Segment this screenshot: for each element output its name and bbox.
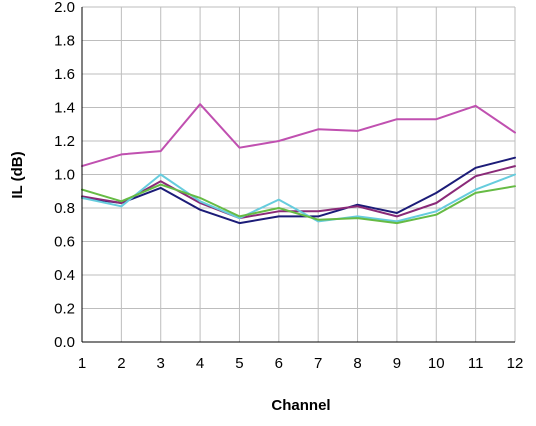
x-tick-label: 5 — [235, 355, 243, 372]
tick-labels: 1 2 3 4 5 6 7 8 9 10 11 120.00.20.40.60.81.01.21.41… — [54, 0, 523, 372]
x-tick-label: 12 — [507, 355, 524, 372]
y-tick-label: 0.8 — [54, 200, 75, 217]
x-tick-label: 7 — [314, 355, 322, 372]
series-line-5 — [81, 183, 516, 225]
y-tick-label: 0.4 — [54, 267, 75, 284]
y-tick-label: 0.2 — [54, 301, 75, 318]
y-tick-label: 1.4 — [54, 100, 75, 117]
series-line-2 — [81, 156, 516, 225]
x-tick-label: 1 — [78, 355, 86, 372]
y-tick-label: 2.0 — [54, 0, 75, 16]
y-tick-label: 1.6 — [54, 66, 75, 83]
y-axis-title: IL (dB) — [9, 151, 26, 198]
x-tick-label: 3 — [157, 355, 165, 372]
x-tick-label: 8 — [353, 355, 361, 372]
series-line-1 — [81, 103, 516, 168]
y-tick-label: 0.0 — [54, 334, 75, 351]
y-tick-label: 1.2 — [54, 133, 75, 150]
x-tick-label: 6 — [275, 355, 283, 372]
x-tick-label: 2 — [117, 355, 125, 372]
x-tick-label: 4 — [196, 355, 204, 372]
grid — [81, 6, 516, 343]
x-tick-label: 10 — [428, 355, 445, 372]
series-line-4 — [81, 173, 516, 223]
x-tick-label: 9 — [393, 355, 401, 372]
y-tick-label: 1.0 — [54, 167, 75, 184]
axes — [81, 7, 515, 343]
y-tick-label: 0.6 — [54, 234, 75, 251]
series-lines — [81, 103, 516, 225]
x-axis-title: Channel — [271, 397, 330, 414]
y-tick-label: 1.8 — [54, 33, 75, 50]
x-tick-label: 11 — [468, 355, 484, 372]
